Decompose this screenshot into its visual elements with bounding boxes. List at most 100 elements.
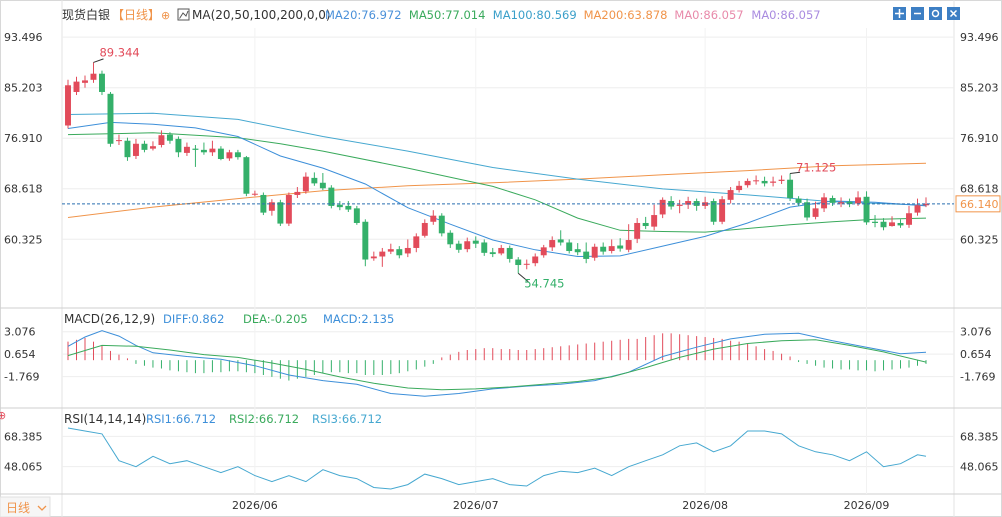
period-label[interactable]: 【日线】 [112, 8, 160, 22]
candle-body [396, 249, 403, 256]
candle-body [549, 240, 556, 248]
candle-body [294, 191, 301, 195]
rsi-y-tick-right: 48.065 [960, 461, 999, 474]
candle-body [710, 201, 717, 222]
candle-body [736, 185, 743, 191]
candle-body [379, 251, 386, 257]
ma-toggle-icon[interactable] [177, 8, 190, 21]
period-switch-icon[interactable]: ⊕ [161, 9, 170, 22]
candle-body [557, 239, 564, 243]
last-price-value: 66.140 [960, 198, 999, 211]
candle-body [82, 80, 88, 83]
candle-body [421, 222, 428, 236]
candle-body [897, 222, 904, 226]
candle-body [234, 152, 241, 158]
candle-body [209, 148, 216, 153]
macd-value-label: DIFF:0.862 [163, 312, 224, 326]
candle-body [90, 73, 97, 80]
ma20-line [67, 121, 927, 258]
close-icon[interactable] [947, 7, 960, 20]
y-tick-label-right: 85.203 [960, 82, 999, 95]
candle-body [455, 243, 462, 250]
candle-body [183, 146, 190, 153]
candle-body [489, 252, 496, 255]
x-tick-label: 2026/06 [232, 499, 278, 512]
candle-body [226, 152, 233, 159]
ma-label: MA20:76.972 [325, 8, 402, 22]
candle-body [668, 201, 675, 207]
crosshair-icon[interactable] [893, 7, 906, 20]
period-button-label[interactable]: 日线 [6, 501, 30, 515]
y-tick-label-left: 93.496 [4, 31, 43, 44]
x-axis-ticks: 2026/06 2026/07 2026/08 2026/09 [232, 499, 889, 512]
x-tick-label: 2026/08 [682, 499, 728, 512]
candle-body [387, 249, 394, 252]
rsi-value-labels: RSI1:66.712 RSI2:66.712 RSI3:66.712 [146, 412, 382, 426]
candle-body [107, 93, 114, 144]
candle-body [302, 176, 309, 192]
candle-body [702, 202, 709, 206]
candle-body [447, 232, 454, 245]
rsi-panel [67, 427, 927, 490]
candle-body [65, 85, 71, 126]
candle-body [404, 247, 411, 254]
candle-body [574, 249, 581, 253]
candle-body [132, 143, 139, 156]
rsi-y-tick-left: 68.385 [4, 430, 43, 443]
candle-body [566, 242, 573, 252]
candle-body [804, 202, 811, 218]
candle-body [370, 256, 377, 259]
minus-icon[interactable] [911, 7, 924, 20]
candle-body [115, 140, 122, 142]
candle-body [166, 134, 173, 141]
candle-body [583, 251, 590, 259]
candle-body [617, 245, 624, 249]
candle-body [863, 196, 870, 223]
ma200-line [67, 162, 927, 218]
macd-y-tick-right: 3.076 [960, 326, 992, 339]
candle-body [73, 81, 80, 92]
candle-body [438, 215, 445, 234]
ma-label: MA0:86.057 [674, 8, 743, 22]
ma50-line [67, 132, 927, 233]
last-price-badge [955, 195, 1001, 213]
chart-header: 现货白银 【日线】 ⊕ MA(20,50,100,200,0,0) MA20:7… [62, 7, 821, 22]
x-tick-label: 2026/09 [844, 499, 890, 512]
candle-body [158, 135, 165, 145]
candle-body [268, 202, 275, 211]
period-button[interactable]: 日线 [0, 496, 51, 517]
candle-body [651, 215, 658, 227]
rsi-y-tick-right: 68.385 [960, 430, 999, 443]
settings-icon[interactable] [929, 7, 942, 20]
annotation-leader [93, 58, 104, 63]
y-tick-label-right: 93.496 [960, 31, 999, 44]
y-tick-label-right: 60.325 [960, 233, 999, 246]
candle-body [812, 208, 819, 217]
y-tick-label-left: 85.203 [4, 82, 43, 95]
rsi-value-label: RSI3:66.712 [312, 412, 382, 426]
macd-params: MACD(26,12,9) [64, 312, 155, 326]
left-marker-icon[interactable]: ⊕ [0, 409, 6, 422]
y-tick-label-left: 68.618 [4, 183, 43, 196]
macd-value-labels: DIFF:0.862 DEA:-0.205 MACD:2.135 [163, 312, 394, 326]
macd-header: MACD(26,12,9) DIFF:0.862 DEA:-0.205 MACD:2… [64, 312, 394, 326]
macd-y-tick-left: -1.769 [4, 371, 39, 384]
candle-body [285, 194, 292, 224]
rsi-header: RSI(14,14,14) RSI1:66.712 RSI2:66.712 RSI3… [64, 412, 382, 426]
price-annotations: 66.140 89.344 54.745 71.125 [62, 45, 1001, 290]
candle-body [693, 201, 700, 206]
candle-body [906, 213, 912, 225]
candle-body [540, 247, 547, 256]
macd-value-label: MACD:2.135 [323, 312, 394, 326]
candle-body [149, 146, 156, 149]
candle-body [328, 187, 335, 206]
candle-body [600, 246, 607, 252]
rsi-value-label: RSI1:66.712 [146, 412, 216, 426]
candle-body [243, 157, 250, 194]
candle-body [141, 143, 148, 150]
y-tick-label-right: 68.618 [960, 183, 999, 196]
candle-body [855, 197, 862, 204]
candle-body [659, 199, 666, 215]
macd-y-tick-right: 0.654 [960, 348, 992, 361]
candle-body [880, 221, 887, 228]
